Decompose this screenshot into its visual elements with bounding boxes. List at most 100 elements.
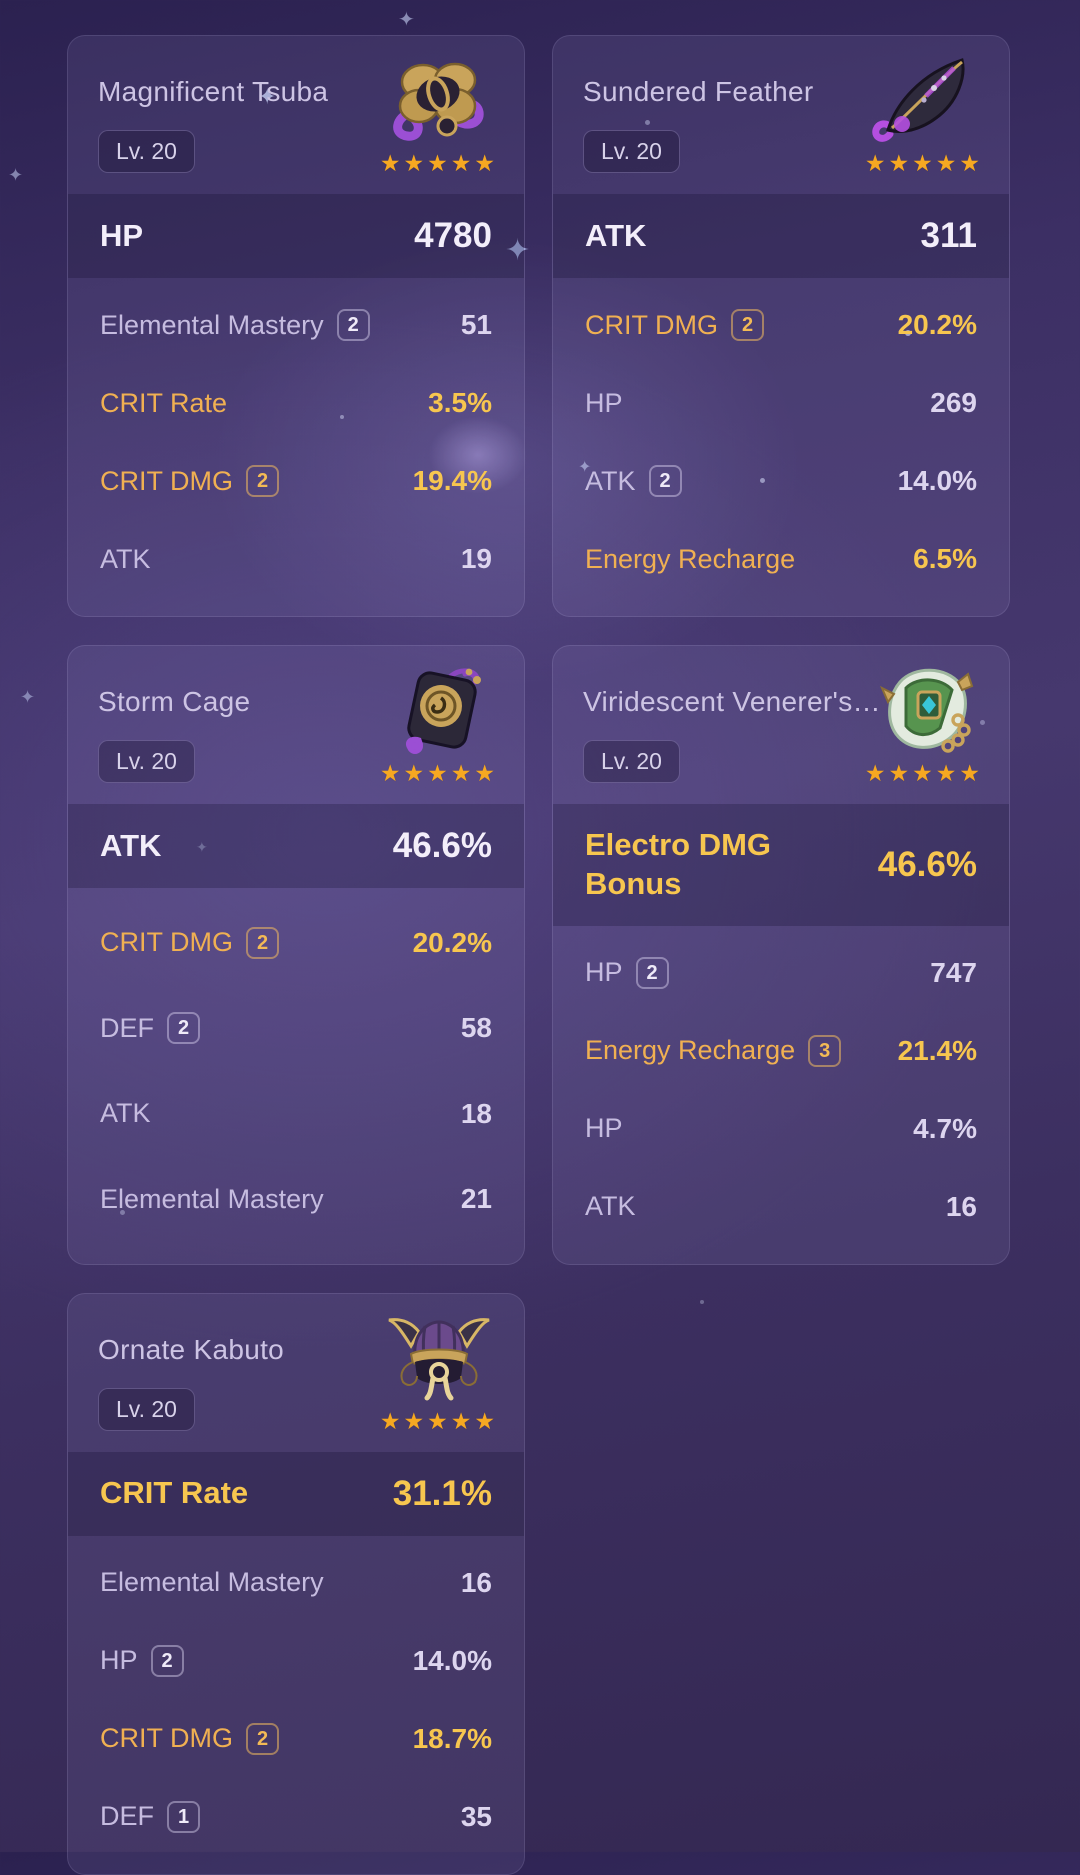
substat-label: Elemental Mastery xyxy=(100,1183,324,1214)
artifact-card[interactable]: Magnificent Tsuba Lv. 20 ★★★★★ HP 4780 E… xyxy=(67,35,525,617)
artifact-name: Storm Cage xyxy=(98,686,251,717)
substat-value: 14.0% xyxy=(897,465,977,496)
artifact-card[interactable]: Storm Cage Lv. 20 ★★★★★ ATK 46.6% CRIT D… xyxy=(67,645,525,1265)
substat-label: CRIT DMG xyxy=(585,309,718,340)
substat-row: DEF 2 58 xyxy=(100,989,492,1067)
artifact-name: Sundered Feather xyxy=(583,76,814,107)
roll-count-badge: 2 xyxy=(246,465,280,497)
artifact-icon xyxy=(378,52,500,148)
roll-count-badge: 3 xyxy=(808,1034,842,1067)
substat-value: 21 xyxy=(460,1183,492,1214)
roll-count-badge: 2 xyxy=(167,1012,201,1044)
star-rating: ★★★★★ xyxy=(864,150,983,176)
substat-value: 6.5% xyxy=(913,543,977,574)
substat-label: ATK xyxy=(585,1191,636,1221)
star-rating: ★★★★★ xyxy=(379,150,498,176)
substat-value: 19 xyxy=(460,543,492,574)
sands-artifact-icon xyxy=(405,668,481,754)
substat-row: Energy Recharge 6.5% xyxy=(585,520,977,598)
roll-count-badge: 2 xyxy=(246,926,280,959)
substat-label: ATK xyxy=(100,543,151,574)
substat-row: HP 2 14.0% xyxy=(100,1622,492,1700)
substat-value: 4.7% xyxy=(913,1112,977,1144)
artifact-name: Magnificent Tsuba xyxy=(98,76,329,107)
main-stat-row: ATK 311 xyxy=(553,194,1009,278)
artifact-card[interactable]: Sundered Feather Lv. 20 ★★★★★ ATK 311 CR… xyxy=(552,35,1010,617)
substat-label: HP xyxy=(585,1113,623,1143)
substat-value: 18.7% xyxy=(412,1722,492,1754)
substat-row: DEF 1 35 xyxy=(100,1778,492,1856)
substat-list: Elemental Mastery 2 51 CRIT Rate 3.5% CRIT DM… xyxy=(68,278,524,616)
flower-artifact-icon xyxy=(393,62,484,141)
substat-row: Elemental Mastery 16 xyxy=(100,1544,492,1622)
main-stat-label: Electro DMG Bonus xyxy=(585,827,772,901)
star-rating: ★★★★★ xyxy=(379,1407,498,1434)
level-badge: Lv. 20 xyxy=(583,740,680,783)
substat-value: 35 xyxy=(460,1800,492,1832)
substat-row: CRIT Rate 3.5% xyxy=(100,364,492,442)
substat-value: 18 xyxy=(460,1097,492,1129)
substat-value: 58 xyxy=(460,1012,492,1043)
main-stat-row: ATK 46.6% xyxy=(68,804,524,888)
roll-count-badge: 2 xyxy=(635,956,669,989)
artifact-card-header: Viridescent Venerer's… Lv. 20 ★★★★★ xyxy=(553,646,1009,804)
substat-value: 21.4% xyxy=(897,1034,977,1066)
main-stat-row: Electro DMG Bonus 46.6% xyxy=(553,804,1009,926)
artifact-name: Ornate Kabuto xyxy=(98,1333,285,1365)
substat-row: CRIT DMG 2 19.4% xyxy=(100,442,492,520)
goblet-artifact-icon xyxy=(880,668,974,753)
level-badge: Lv. 20 xyxy=(98,130,195,173)
artifact-icon xyxy=(863,662,985,758)
substat-label: HP xyxy=(585,387,623,418)
substat-label: ATK xyxy=(100,1098,151,1128)
level-badge: Lv. 20 xyxy=(583,130,680,173)
artifact-card[interactable]: Ornate Kabuto Lv. 20 ★★★★★ CRIT Rate 31.… xyxy=(67,1292,525,1875)
substat-label: CRIT DMG xyxy=(100,465,233,496)
artifact-card-header: Ornate Kabuto Lv. 20 ★★★★★ xyxy=(68,1294,524,1452)
main-stat-row: HP 4780 xyxy=(68,194,524,278)
substat-row: CRIT DMG 2 20.2% xyxy=(585,286,977,364)
substat-value: 14.0% xyxy=(412,1644,492,1676)
helmet-artifact-icon xyxy=(388,1317,490,1400)
substat-value: 747 xyxy=(930,956,977,988)
main-stat-row: CRIT Rate 31.1% xyxy=(68,1451,524,1536)
substat-value: 19.4% xyxy=(412,465,492,496)
artifact-icon xyxy=(863,52,985,148)
substat-label: HP xyxy=(100,1645,138,1675)
substat-value: 3.5% xyxy=(428,387,492,418)
artifact-card-header: Storm Cage Lv. 20 ★★★★★ xyxy=(68,646,524,804)
roll-count-badge: 2 xyxy=(246,1722,280,1755)
substat-row: CRIT DMG 2 20.2% xyxy=(100,904,492,982)
substat-label: DEF xyxy=(100,1801,154,1831)
main-stat-value: 46.6% xyxy=(392,826,492,865)
artifact-card-header: Magnificent Tsuba Lv. 20 ★★★★★ xyxy=(68,36,524,194)
main-stat-label: HP xyxy=(100,217,144,253)
substat-label: Energy Recharge xyxy=(585,543,796,574)
substat-row: ATK 19 xyxy=(100,520,492,598)
main-stat-label: CRIT Rate xyxy=(100,1475,249,1511)
substat-row: ATK 2 14.0% xyxy=(585,442,977,520)
substat-row: ATK 16 xyxy=(585,1168,977,1246)
substat-value: 20.2% xyxy=(412,926,492,958)
artifact-icon xyxy=(378,662,500,758)
substat-row: Elemental Mastery 21 xyxy=(100,1160,492,1238)
main-stat-value: 31.1% xyxy=(392,1473,492,1513)
substat-row: HP 2 747 xyxy=(585,934,977,1012)
artifact-card-header: Sundered Feather Lv. 20 ★★★★★ xyxy=(553,36,1009,194)
substat-list: CRIT DMG 2 20.2% DEF 2 58 ATK 18 Elemental Maste… xyxy=(68,888,524,1264)
substat-label: Elemental Mastery xyxy=(100,1567,324,1597)
substat-label: DEF xyxy=(100,1012,154,1043)
roll-count-badge: 2 xyxy=(150,1644,184,1677)
substat-label: HP xyxy=(585,957,623,987)
artifact-card[interactable]: Viridescent Venerer's… Lv. 20 ★★★★★ Elec… xyxy=(552,645,1010,1265)
artifact-icon xyxy=(378,1310,500,1406)
substat-value: 51 xyxy=(460,309,492,340)
main-stat-label: ATK xyxy=(100,827,162,863)
substat-label: CRIT Rate xyxy=(100,387,228,418)
roll-count-badge: 2 xyxy=(731,309,765,341)
substat-list: HP 2 747 Energy Recharge 3 21.4% HP 4.7% ATK 16 xyxy=(553,926,1009,1264)
substat-value: 16 xyxy=(460,1566,492,1598)
roll-count-badge: 1 xyxy=(167,1800,201,1833)
main-stat-value: 311 xyxy=(920,216,977,255)
